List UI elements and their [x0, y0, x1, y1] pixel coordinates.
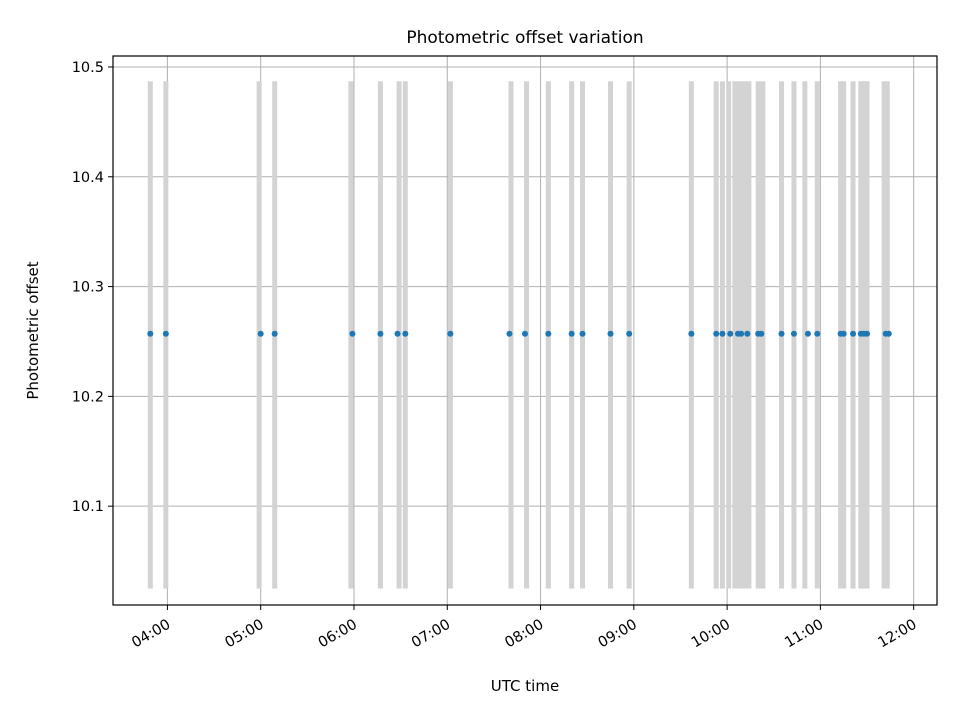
data-point [688, 330, 695, 337]
data-point [713, 330, 720, 337]
plot-frame [112, 55, 938, 606]
y-tick-label: 10.5 [72, 60, 104, 76]
chart-title: Photometric offset variation [406, 28, 643, 48]
y-tick-label: 10.4 [72, 170, 104, 186]
x-tick-label: 10:00 [689, 617, 733, 652]
data-point [626, 330, 633, 337]
x-tick-label: 05:00 [223, 617, 267, 652]
x-axis-label: UTC time [491, 677, 559, 695]
x-tick-label: 06:00 [316, 617, 360, 652]
vertical-marker [802, 81, 808, 589]
data-point [271, 330, 278, 337]
data-points [147, 330, 892, 337]
y-tick-label: 10.2 [72, 389, 104, 405]
data-point [579, 330, 586, 337]
y-axis-label: Photometric offset [24, 261, 42, 399]
data-point [727, 330, 734, 337]
data-point [147, 330, 154, 337]
data-point [790, 330, 797, 337]
data-point [377, 330, 384, 337]
data-point [840, 330, 847, 337]
data-point [522, 330, 528, 337]
data-point [804, 330, 811, 337]
x-tick-label: 11:00 [782, 617, 826, 652]
data-point [545, 330, 552, 337]
data-point [885, 330, 892, 337]
data-point [719, 330, 726, 337]
data-point [758, 330, 765, 337]
data-point [257, 330, 264, 337]
x-tick-label: 12:00 [875, 617, 919, 652]
data-point [864, 330, 871, 337]
vertical-marker [741, 81, 747, 589]
data-point [607, 330, 614, 337]
data-point [568, 330, 575, 337]
x-axis-ticks: 04:00 05:00 06:00 07:00 08:00 09:00 10:00 11:00… [129, 605, 920, 652]
y-axis-ticks: 10.1 10.2 10.3 10.4 10.5 [72, 60, 113, 515]
data-point [814, 330, 821, 337]
x-tick-label: 04:00 [129, 617, 173, 652]
x-tick-label: 08:00 [502, 617, 546, 652]
data-point [394, 330, 401, 337]
x-tick-label: 07:00 [409, 617, 453, 652]
data-point [850, 330, 857, 337]
data-point [744, 330, 751, 337]
data-point [349, 330, 356, 337]
data-point [447, 330, 454, 337]
data-point [506, 330, 513, 337]
data-point [778, 330, 785, 337]
y-tick-label: 10.1 [72, 499, 104, 515]
vertical-marker [732, 81, 738, 589]
x-tick-label: 09:00 [596, 617, 640, 652]
data-point [162, 330, 169, 337]
y-tick-label: 10.3 [72, 280, 104, 296]
data-point [402, 330, 409, 337]
data-point [738, 330, 745, 337]
